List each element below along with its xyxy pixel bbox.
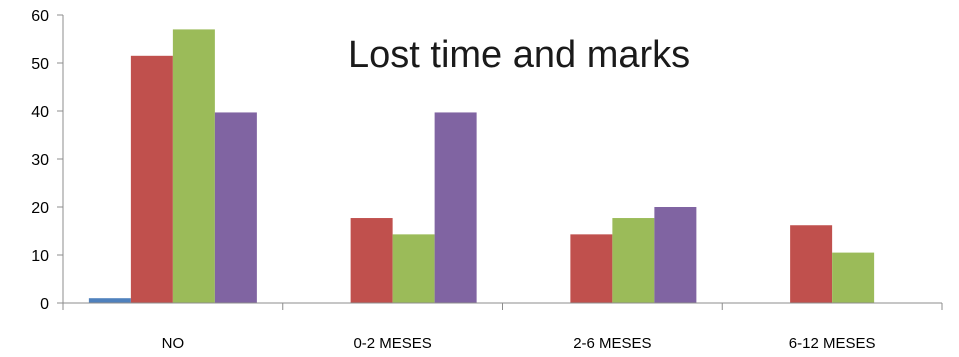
bar-series-4-2-6-meses (654, 207, 697, 303)
bar-series-2-0-2-meses (350, 218, 393, 303)
bar-series-2-2-6-meses (570, 234, 613, 303)
y-axis-ticks: 0 10 20 30 40 50 60 (31, 8, 63, 313)
category-label: NO (162, 335, 185, 352)
y-tick-label: 0 (40, 296, 49, 313)
y-tick-label: 20 (31, 200, 49, 217)
bar-series-2-6-12-meses (790, 225, 833, 303)
bar-series-4-0-2-meses (434, 112, 477, 303)
bar-series-1-no (88, 298, 131, 303)
bar-series-3-2-6-meses (612, 218, 655, 303)
y-tick-label: 10 (31, 248, 49, 265)
y-tick-label: 30 (31, 152, 49, 169)
category-label: 6-12 MESES (789, 335, 876, 352)
y-tick-label: 40 (31, 104, 49, 121)
category-label: 2-6 MESES (573, 335, 651, 352)
chart-title: Lost time and marks (348, 34, 690, 76)
bar-series-3-0-2-meses (392, 234, 435, 303)
y-tick-label: 60 (31, 8, 49, 25)
bar-series-3-no (172, 29, 215, 304)
bar-series-4-no (214, 112, 257, 303)
category-label: 0-2 MESES (353, 335, 431, 352)
bars (88, 29, 875, 304)
x-axis-ticks (62, 303, 943, 310)
bar-series-2-no (130, 55, 173, 303)
x-axis-labels: NO 0-2 MESES 2-6 MESES 6-12 MESES (162, 335, 876, 352)
bar-series-3-6-12-meses (832, 252, 875, 303)
y-tick-label: 50 (31, 56, 49, 73)
